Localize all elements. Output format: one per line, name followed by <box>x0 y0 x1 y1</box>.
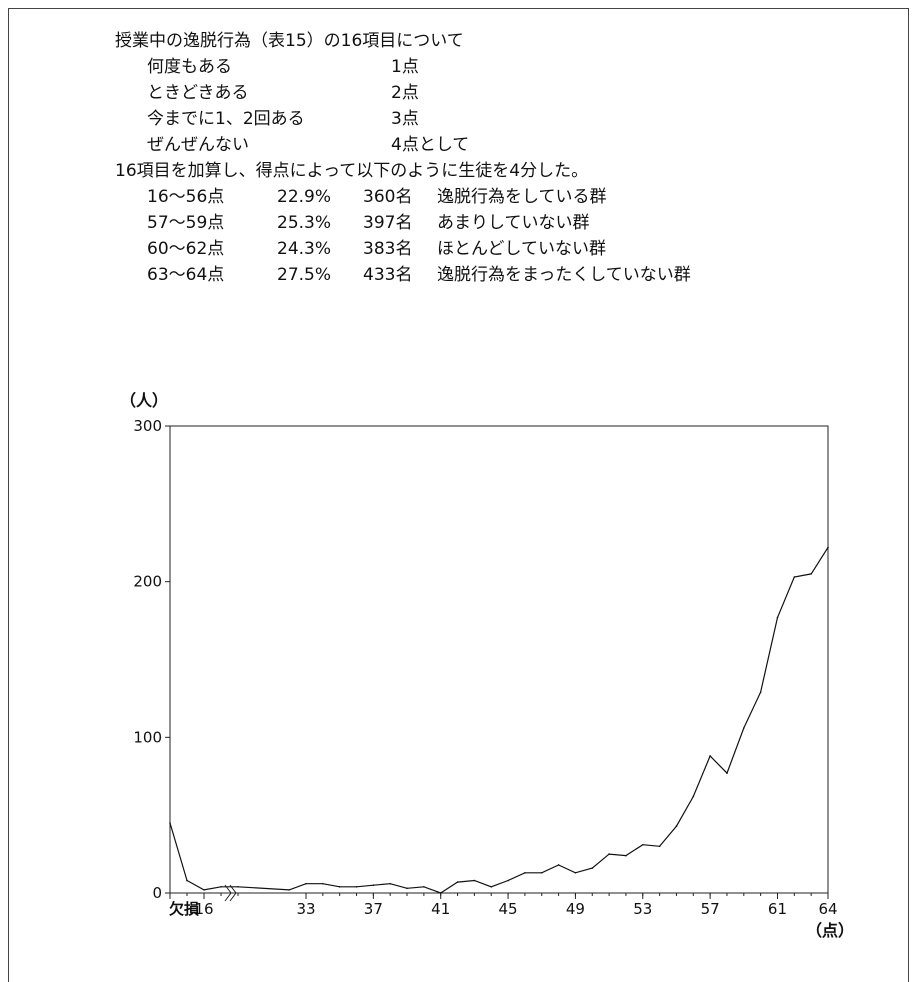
data-point <box>169 822 171 824</box>
data-point <box>203 889 205 891</box>
scale-label: ときどきある <box>147 83 249 103</box>
data-point <box>473 879 476 882</box>
scale-points: 1点 <box>391 57 419 77</box>
x-tick-label: 16 <box>194 900 213 918</box>
group-percent: 25.3% <box>277 213 332 233</box>
data-point <box>658 845 661 848</box>
data-point <box>456 881 459 883</box>
series-line <box>169 547 829 894</box>
x-tick-label: 49 <box>566 900 585 918</box>
data-point <box>726 772 728 774</box>
y-tick-label: 200 <box>133 573 162 591</box>
y-tick-label: 0 <box>152 884 162 902</box>
data-point <box>675 825 678 827</box>
data-point <box>507 879 509 882</box>
group-label: 逸脱行為をまったくしていない群 <box>437 265 691 285</box>
scale-points: 4点として <box>391 135 470 155</box>
x-tick-label: 53 <box>633 900 652 918</box>
scale-label: 今までに1、2回ある <box>147 109 305 129</box>
data-point <box>793 576 796 578</box>
summary-text: 16項目を加算し、得点によって以下のように生徒を4分した。 <box>115 161 589 181</box>
x-tick-label: 41 <box>431 900 450 918</box>
data-point <box>591 867 594 869</box>
scale-points: 2点 <box>391 83 419 103</box>
data-point <box>338 885 341 888</box>
data-point <box>692 795 695 798</box>
axis-break-mark <box>224 884 232 902</box>
data-point <box>423 885 425 888</box>
data-point <box>810 573 812 575</box>
group-label: 逸脱行為をしている群 <box>437 187 607 207</box>
y-tick-label: 300 <box>133 417 162 435</box>
x-tick-label: 45 <box>499 900 518 918</box>
data-point <box>540 871 543 874</box>
data-point <box>625 854 627 857</box>
group-range: 63～64点 <box>147 265 225 285</box>
data-point <box>220 885 222 888</box>
group-label: あまりしていない群 <box>437 213 590 233</box>
data-point <box>557 864 560 866</box>
data-point <box>776 616 779 619</box>
heading-text: 授業中の逸脱行為（表15）の16項目について <box>115 31 464 51</box>
plot-frame <box>169 425 829 894</box>
data-point <box>709 755 711 757</box>
data-point <box>186 879 188 882</box>
data-point <box>305 882 307 885</box>
group-percent: 24.3% <box>277 239 332 259</box>
data-point <box>759 691 762 693</box>
x-tick-label: 37 <box>364 900 383 918</box>
group-count: 360名 <box>363 187 413 207</box>
group-range: 60～62点 <box>147 239 225 259</box>
data-point <box>322 882 324 885</box>
axis-break-mark <box>229 884 237 902</box>
data-point <box>524 871 526 874</box>
data-point <box>743 727 745 729</box>
data-point <box>490 885 493 888</box>
scale-points: 3点 <box>391 109 419 129</box>
y-axis-label: （人） <box>120 391 168 410</box>
scale-label: ぜんぜんない <box>147 135 249 155</box>
group-count: 397名 <box>363 213 413 233</box>
data-point <box>641 843 644 846</box>
group-label: ほとんどしていない群 <box>437 239 606 259</box>
x-axis-label: （点） <box>806 921 854 940</box>
data-point <box>439 892 442 894</box>
data-point <box>288 889 290 891</box>
data-point <box>827 546 829 549</box>
x-tick-label: 57 <box>701 900 720 918</box>
data-point <box>406 887 408 890</box>
data-point <box>608 853 610 855</box>
x-tick-label: 64 <box>818 900 837 918</box>
data-point <box>355 885 358 888</box>
data-point <box>389 882 391 885</box>
scale-label: 何度もある <box>147 57 232 77</box>
x-tick-label: 33 <box>296 900 315 918</box>
group-range: 16～56点 <box>147 187 225 207</box>
data-point <box>237 885 239 888</box>
group-count: 383名 <box>363 239 413 259</box>
group-percent: 22.9% <box>277 187 332 207</box>
group-count: 433名 <box>363 265 413 285</box>
figure-frame <box>8 8 909 982</box>
data-point <box>574 871 577 874</box>
x-tick-label: 欠損 <box>169 900 200 918</box>
group-range: 57～59点 <box>147 213 225 233</box>
y-tick-label: 100 <box>133 728 162 746</box>
data-point <box>372 884 375 887</box>
group-percent: 27.5% <box>277 265 332 285</box>
x-tick-label: 61 <box>768 900 787 918</box>
